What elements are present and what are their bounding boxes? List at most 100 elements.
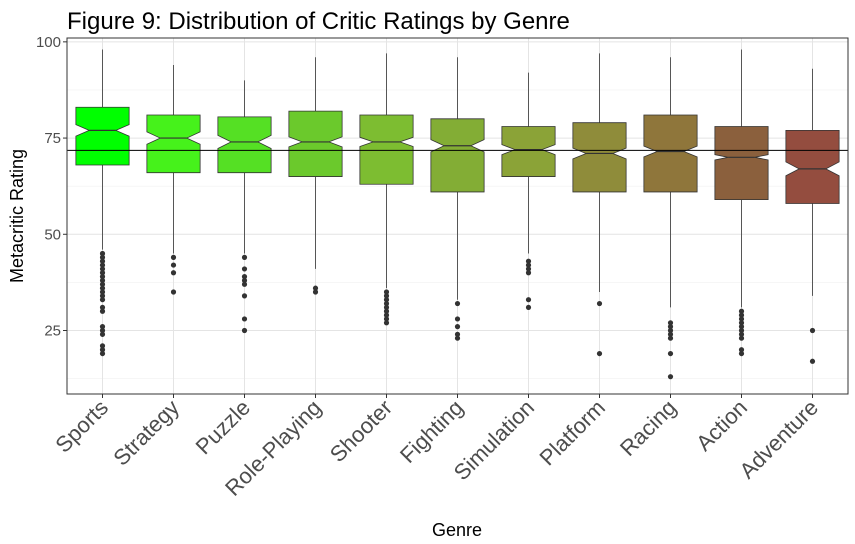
box-body xyxy=(75,106,130,166)
outlier-point xyxy=(738,324,745,330)
outlier-point xyxy=(241,266,248,272)
outlier-point xyxy=(99,258,106,264)
outlier-point xyxy=(667,350,674,357)
y-axis-title: Metacritic Rating xyxy=(7,149,27,283)
x-tick-label: Fighting xyxy=(395,395,468,468)
box-body xyxy=(288,110,343,177)
box-platform xyxy=(572,53,627,357)
x-tick-label: Platform xyxy=(534,395,610,471)
outlier-point xyxy=(738,331,745,337)
y-tick-label: 100 xyxy=(36,34,61,51)
outlier-point xyxy=(738,347,745,353)
x-tick-label: Sports xyxy=(50,395,113,458)
outlier-point xyxy=(383,308,390,314)
box-body xyxy=(430,118,485,193)
outlier-point xyxy=(99,347,106,353)
outlier-point xyxy=(738,316,745,322)
y-tick-label: 75 xyxy=(44,130,61,147)
box-adventure xyxy=(785,68,840,364)
outlier-point xyxy=(525,258,532,264)
x-tick-label: Racing xyxy=(615,395,681,461)
outlier-point xyxy=(241,277,248,284)
box-racing xyxy=(643,57,698,380)
outlier-point xyxy=(99,254,106,260)
box-shooter xyxy=(359,53,414,326)
box-body xyxy=(572,122,627,193)
outlier-point xyxy=(383,289,390,295)
x-tick-label: Action xyxy=(691,395,752,456)
outlier-point xyxy=(241,293,248,299)
outlier-point xyxy=(99,308,106,314)
outlier-point xyxy=(312,285,319,291)
outlier-point xyxy=(170,262,177,268)
outlier-point xyxy=(738,327,745,334)
outlier-point xyxy=(525,304,532,311)
x-tick-label: Adventure xyxy=(734,395,823,484)
outlier-point xyxy=(383,300,390,307)
outlier-point xyxy=(454,331,461,337)
outlier-point xyxy=(454,335,461,341)
outlier-point xyxy=(667,327,674,334)
boxes xyxy=(75,49,840,380)
outlier-point xyxy=(738,312,745,318)
outlier-point xyxy=(738,350,745,357)
box-body xyxy=(643,114,698,193)
outlier-point xyxy=(383,304,390,311)
outlier-point xyxy=(99,270,106,276)
x-axis-title: Genre xyxy=(432,520,482,540)
outlier-point xyxy=(99,350,106,357)
outlier-point xyxy=(99,343,106,349)
y-tick-label: 25 xyxy=(44,322,61,339)
outlier-point xyxy=(170,270,177,276)
outlier-point xyxy=(667,320,674,326)
outlier-point xyxy=(667,324,674,330)
chart-title: Figure 9: Distribution of Critic Ratings… xyxy=(67,8,570,35)
outlier-point xyxy=(738,335,745,341)
outlier-point xyxy=(738,308,745,314)
outlier-point xyxy=(99,289,106,295)
outlier-point xyxy=(99,281,106,287)
outlier-point xyxy=(170,254,177,260)
outlier-point xyxy=(383,316,390,322)
outlier-point xyxy=(667,331,674,337)
outlier-point xyxy=(99,277,106,284)
x-tick-label: Strategy xyxy=(108,395,184,471)
box-body xyxy=(217,116,272,174)
outlier-point xyxy=(99,304,106,311)
outlier-point xyxy=(241,254,248,260)
outlier-point xyxy=(525,270,532,276)
box-strategy xyxy=(146,64,201,295)
outlier-point xyxy=(99,293,106,299)
outlier-point xyxy=(667,374,674,380)
box-fighting xyxy=(430,57,485,341)
outlier-point xyxy=(99,266,106,272)
box-role-playing xyxy=(288,57,343,295)
outlier-point xyxy=(809,358,816,364)
outlier-point xyxy=(99,250,106,257)
outlier-point xyxy=(454,316,461,322)
x-tick-label: Puzzle xyxy=(191,395,255,459)
outlier-point xyxy=(241,281,248,287)
outlier-point xyxy=(454,324,461,330)
outlier-point xyxy=(241,327,248,334)
outlier-point xyxy=(312,289,319,295)
outlier-point xyxy=(667,335,674,341)
outlier-point xyxy=(99,297,106,303)
outlier-point xyxy=(809,327,816,334)
box-action xyxy=(714,49,769,357)
outlier-point xyxy=(99,285,106,291)
x-tick-label: Shooter xyxy=(325,395,397,467)
outlier-point xyxy=(525,297,532,303)
box-body xyxy=(146,114,201,174)
outlier-point xyxy=(99,324,106,330)
outlier-point xyxy=(170,289,177,295)
box-body xyxy=(785,129,840,204)
y-axis-ticks: 25 50 75 100 xyxy=(36,34,67,339)
outlier-point xyxy=(99,331,106,337)
outlier-point xyxy=(99,274,106,280)
box-body xyxy=(714,126,769,201)
outlier-point xyxy=(99,327,106,334)
outlier-point xyxy=(383,312,390,318)
